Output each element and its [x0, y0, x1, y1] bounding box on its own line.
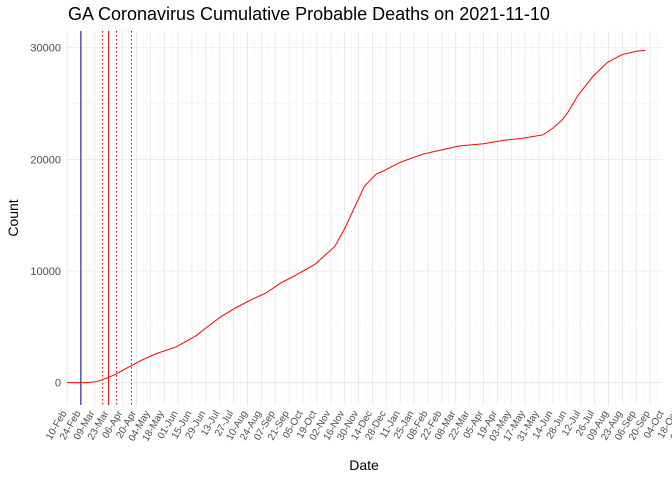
y-axis-title: Count — [5, 199, 21, 236]
chart-title: GA Coronavirus Cumulative Probable Death… — [68, 4, 550, 24]
x-axis-ticks: 10-Feb24-Feb09-Mar23-Mar06-Apr20-Apr04-M… — [44, 408, 672, 443]
y-tick-label: 0 — [55, 378, 61, 390]
y-tick-label: 10000 — [30, 266, 61, 278]
series-line — [66, 50, 646, 384]
y-axis-ticks: 0 10000 20000 30000 — [30, 43, 61, 390]
reference-lines — [80, 31, 132, 405]
x-axis-title: Date — [349, 457, 379, 473]
y-tick-label: 20000 — [30, 154, 61, 166]
y-tick-label: 30000 — [30, 43, 61, 55]
grid-lines — [66, 31, 662, 405]
